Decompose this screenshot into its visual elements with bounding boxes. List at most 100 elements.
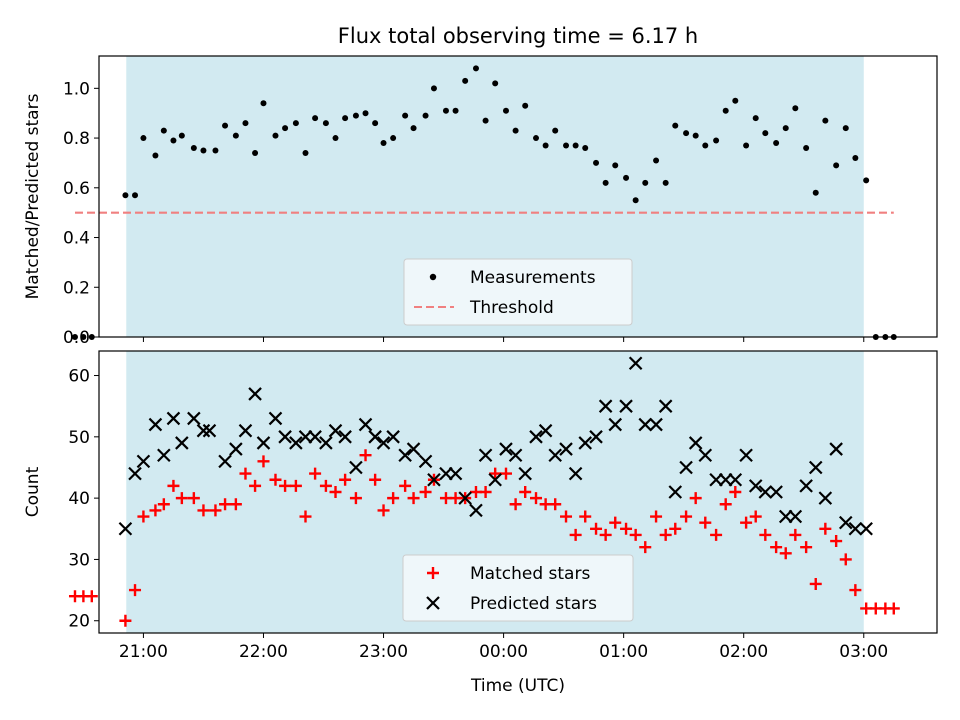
measurement-point (323, 120, 329, 126)
y-tick-label: 20 (68, 612, 90, 632)
y-tick-label: 30 (68, 550, 90, 570)
measurement-point (503, 108, 509, 114)
measurement-point (822, 118, 828, 124)
measurement-point (242, 120, 248, 126)
measurement-point (723, 108, 729, 114)
y-tick-label: 50 (68, 428, 90, 448)
measurement-point (353, 113, 359, 119)
legend-threshold-label: Threshold (469, 298, 554, 318)
measurement-point (342, 115, 348, 121)
measurement-point (533, 135, 539, 141)
y-tick-label: 1.0 (63, 79, 90, 99)
measurement-point (252, 150, 258, 156)
measurement-point (293, 120, 299, 126)
measurement-point (302, 150, 308, 156)
measurement-point (612, 162, 618, 168)
bottom-y-axis-label: Count (23, 466, 43, 517)
measurement-point (483, 118, 489, 124)
measurement-point (732, 98, 738, 104)
measurement-point (762, 130, 768, 136)
legend-matched-label: Matched stars (470, 564, 590, 584)
measurement-point (582, 145, 588, 151)
measurement-point (783, 125, 789, 131)
measurement-point (803, 145, 809, 151)
measurement-point (473, 65, 479, 71)
top-panel: 0.00.20.40.60.81.0 Matched/Predicted sta… (23, 56, 937, 348)
measurement-point (653, 157, 659, 163)
measurement-point (672, 123, 678, 129)
measurement-point (72, 334, 78, 340)
measurement-point (80, 334, 86, 340)
measurement-point (492, 80, 498, 86)
measurement-point (312, 115, 318, 121)
measurement-point (663, 180, 669, 186)
measurement-point (179, 133, 185, 139)
measurement-point (462, 78, 468, 84)
y-tick-label: 0.2 (63, 278, 90, 298)
measurement-point (683, 130, 689, 136)
measurement-point (603, 180, 609, 186)
measurement-point (381, 140, 387, 146)
measurement-point (743, 143, 749, 149)
measurement-point (191, 145, 197, 151)
measurement-point (423, 113, 429, 119)
measurement-point (390, 135, 396, 141)
x-tick-label: 00:00 (479, 642, 528, 662)
measurement-point (132, 192, 138, 198)
x-tick-label: 01:00 (599, 642, 648, 662)
x-tick-label: 02:00 (719, 642, 768, 662)
figure: Flux total observing time = 6.17 h 0.00.… (0, 0, 960, 720)
x-tick-label: 03:00 (839, 642, 888, 662)
y-tick-label: 40 (68, 489, 90, 509)
measurement-point (843, 125, 849, 131)
measurement-point (222, 123, 228, 129)
matched-star-point (86, 590, 98, 602)
measurement-point (140, 135, 146, 141)
measurement-point (122, 192, 128, 198)
measurement-point (852, 155, 858, 161)
top-legend: Measurements Threshold (404, 259, 632, 325)
measurement-point (233, 133, 239, 139)
measurement-point (363, 110, 369, 116)
measurement-point (212, 147, 218, 153)
measurement-point (623, 175, 629, 181)
measurement-point (200, 147, 206, 153)
measurement-point (372, 120, 378, 126)
measurement-point (513, 128, 519, 134)
measurement-point (813, 190, 819, 196)
measurement-point (693, 133, 699, 139)
measurement-point (272, 133, 278, 139)
measurement-point (593, 160, 599, 166)
measurement-point (833, 162, 839, 168)
y-tick-label: 60 (68, 367, 90, 387)
bottom-panel: 20 30 40 50 60 21:00 22:00 23:00 00:00 01:00 02:0… (23, 351, 937, 696)
measurement-point (573, 143, 579, 149)
measurement-point (702, 143, 708, 149)
legend-measurements-marker (430, 274, 436, 280)
measurement-point (282, 125, 288, 131)
measurement-point (402, 113, 408, 119)
matched-star-point (888, 602, 900, 614)
measurement-point (453, 108, 459, 114)
measurement-point (170, 138, 176, 144)
measurement-point (543, 143, 549, 149)
measurement-point (411, 125, 417, 131)
measurement-point (152, 152, 158, 158)
measurement-point (792, 105, 798, 111)
measurement-point (89, 334, 95, 340)
x-axis-label: Time (UTC) (470, 676, 565, 696)
measurement-point (773, 140, 779, 146)
measurement-point (161, 128, 167, 134)
x-tick-label: 22:00 (239, 642, 288, 662)
y-tick-label: 0.4 (63, 229, 90, 249)
y-tick-label: 0.8 (63, 129, 90, 149)
measurement-point (333, 135, 339, 141)
measurement-point (563, 143, 569, 149)
x-tick-label: 23:00 (359, 642, 408, 662)
measurement-point (522, 103, 528, 109)
y-tick-label: 0.6 (63, 179, 90, 199)
measurement-point (863, 177, 869, 183)
measurement-point (713, 138, 719, 144)
chart-title: Flux total observing time = 6.17 h (338, 24, 698, 48)
measurement-point (642, 180, 648, 186)
